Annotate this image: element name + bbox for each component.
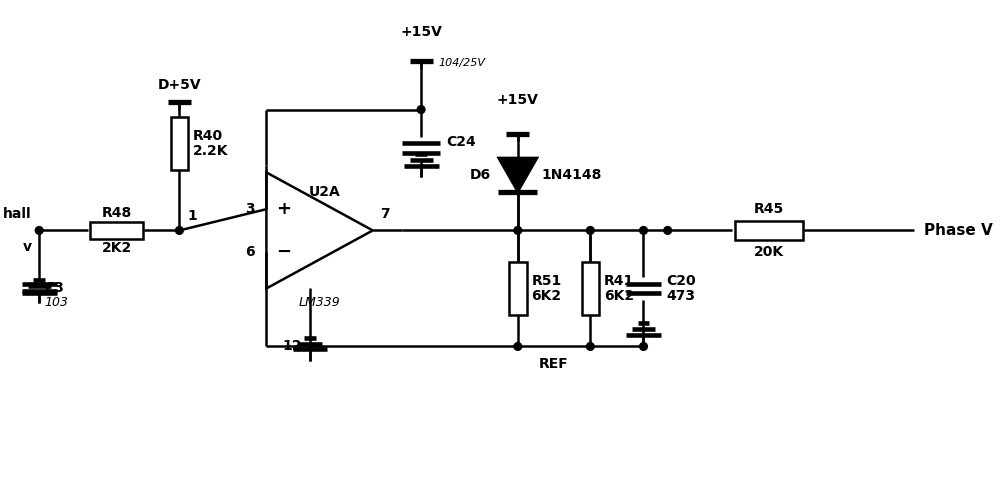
Bar (582, 262, 599, 315)
Circle shape (514, 226, 522, 234)
Text: C3: C3 (44, 281, 64, 295)
Circle shape (176, 226, 183, 234)
Circle shape (586, 343, 594, 350)
Text: D+5V: D+5V (158, 78, 201, 92)
Text: 12: 12 (283, 339, 302, 353)
Text: C24: C24 (446, 136, 476, 149)
Text: 1N4148: 1N4148 (541, 168, 601, 182)
Text: R45: R45 (754, 202, 784, 216)
Polygon shape (266, 173, 373, 289)
Text: U2A: U2A (309, 185, 340, 199)
Bar (171, 117, 188, 170)
Bar (90, 222, 143, 239)
Circle shape (586, 226, 594, 234)
Text: 1: 1 (187, 208, 197, 223)
Text: Phase V: Phase V (924, 223, 993, 238)
Text: R48: R48 (101, 206, 132, 220)
Circle shape (664, 226, 672, 234)
Circle shape (35, 226, 43, 234)
Text: −: − (276, 243, 291, 260)
Text: 6: 6 (245, 245, 255, 259)
Text: +15V: +15V (400, 25, 442, 39)
Bar (509, 262, 527, 315)
Text: 473: 473 (667, 289, 696, 303)
Text: hall: hall (3, 207, 31, 221)
Text: 104/25V: 104/25V (439, 58, 486, 69)
Polygon shape (498, 158, 537, 192)
Text: REF: REF (539, 357, 569, 371)
Text: R51: R51 (531, 274, 562, 288)
Text: +15V: +15V (497, 93, 539, 107)
Circle shape (640, 226, 647, 234)
Text: 103: 103 (44, 296, 68, 309)
Text: 7: 7 (380, 207, 390, 221)
Text: 2.2K: 2.2K (193, 144, 228, 158)
Text: 3: 3 (245, 202, 255, 216)
Text: 20K: 20K (754, 245, 784, 259)
Text: 6K2: 6K2 (531, 289, 561, 303)
Text: +: + (276, 200, 291, 218)
Text: 6K2: 6K2 (604, 289, 634, 303)
Circle shape (514, 343, 522, 350)
Text: D6: D6 (470, 168, 491, 182)
Text: R41: R41 (604, 274, 634, 288)
Text: C20: C20 (667, 274, 696, 288)
Text: R40: R40 (193, 129, 223, 143)
Bar (735, 221, 803, 240)
Circle shape (640, 343, 647, 350)
Circle shape (417, 105, 425, 113)
Text: LM339: LM339 (299, 296, 340, 310)
Text: v: v (22, 240, 31, 254)
Text: 2K2: 2K2 (101, 241, 132, 255)
